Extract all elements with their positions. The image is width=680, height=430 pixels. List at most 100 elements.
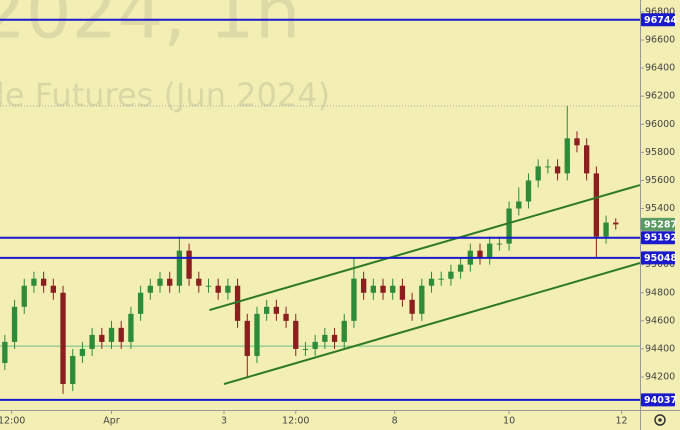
candle-body [137, 292, 144, 314]
y-tick-label: 94600 [645, 315, 675, 326]
candle-body [613, 222, 619, 225]
candle-body [457, 264, 464, 272]
level-label-box [641, 393, 675, 407]
candle-body [254, 313, 260, 356]
candle-body [564, 138, 570, 174]
candle-body [108, 327, 115, 342]
candle-body [60, 292, 66, 385]
candle-body [21, 285, 27, 307]
candle-body [360, 278, 367, 293]
candle-body [390, 285, 396, 293]
candle-body [147, 285, 153, 293]
candle-body [593, 173, 600, 237]
candle-body [351, 278, 357, 321]
y-tick-label: 96200 [645, 91, 675, 102]
x-tick-label: Apr [103, 416, 120, 427]
y-tick-label: 96800 [645, 6, 675, 17]
candle-body [167, 278, 173, 286]
candle-body [487, 243, 493, 258]
candle-body [31, 278, 37, 286]
candle-body [506, 208, 512, 244]
candle-body [322, 334, 328, 342]
candle-body [283, 313, 289, 321]
x-tick-label: 8 [392, 416, 398, 427]
candle-body [176, 250, 183, 286]
watermark: 2024, 1h [0, 0, 300, 55]
candle-body [545, 166, 551, 168]
last-price-box [641, 217, 675, 231]
trend-line [209, 184, 641, 311]
x-tick-label: 3 [221, 416, 227, 427]
candle-body [535, 166, 541, 181]
level-label-box [641, 13, 675, 27]
candle-body [79, 348, 86, 356]
level-label: 95192 [644, 233, 677, 244]
candle-body [196, 278, 202, 286]
level-label-box [641, 231, 675, 245]
candle-body [331, 334, 338, 342]
candle-body [118, 327, 124, 342]
candle-body [409, 299, 415, 314]
x-tick-label: 10 [503, 416, 515, 427]
watermark: le Futures (Jun 2024) [0, 76, 330, 114]
candle-body [50, 285, 56, 293]
candle-body [89, 334, 95, 349]
candle-body [525, 180, 532, 202]
candle-body [438, 278, 444, 280]
candle-body [205, 285, 212, 287]
x-tick-label: 12 [616, 416, 628, 427]
candle-body [11, 306, 18, 342]
candle-body [215, 285, 221, 293]
candle-body [40, 278, 47, 286]
candle-body [496, 243, 503, 245]
candle-body [448, 271, 454, 279]
level-label-box [641, 251, 675, 265]
settings-icon[interactable] [654, 414, 666, 426]
candle-body [293, 320, 299, 349]
candle-body [477, 250, 483, 258]
level-label: 94037 [644, 395, 677, 406]
x-tick-label: 12:00 [282, 416, 309, 427]
y-tick-label: 96600 [645, 35, 675, 46]
y-tick-label: 94800 [645, 287, 675, 298]
level-label: 95048 [644, 253, 677, 264]
y-tick-label: 96000 [645, 119, 675, 130]
y-tick-label: 94400 [645, 343, 675, 354]
x-tick-label: 12:00 [0, 416, 25, 427]
candle-body [419, 285, 425, 314]
candle-body [399, 285, 406, 300]
candle-body [428, 278, 435, 286]
y-tick-label: 95400 [645, 203, 675, 214]
candle-body [273, 306, 280, 314]
y-tick-label: 96400 [645, 63, 675, 74]
y-tick-label: 95600 [645, 175, 675, 186]
candle-body [603, 222, 609, 237]
candle-body [370, 285, 376, 293]
candle-body [225, 285, 231, 293]
candle-body [380, 285, 386, 293]
y-tick-label: 95000 [645, 259, 675, 270]
candle-body [2, 341, 8, 363]
candle-body [244, 320, 250, 356]
candle-body [516, 201, 522, 209]
trend-line [223, 262, 641, 385]
candle-body [584, 145, 590, 174]
candle-body [341, 320, 347, 342]
candle-body [554, 166, 561, 174]
y-tick-label: 95800 [645, 147, 675, 158]
candle-body [128, 313, 134, 342]
level-label: 96744 [644, 15, 677, 26]
candle-body [234, 285, 241, 321]
candle-body [157, 278, 163, 286]
y-tick-label: 94200 [645, 372, 675, 383]
candle-body [264, 306, 270, 314]
candle-body [574, 138, 580, 146]
candle-body [302, 348, 309, 350]
candle-body [99, 334, 105, 342]
candle-body [70, 355, 76, 385]
last-price-label: 95287 [644, 219, 677, 230]
candle-body [186, 250, 192, 279]
